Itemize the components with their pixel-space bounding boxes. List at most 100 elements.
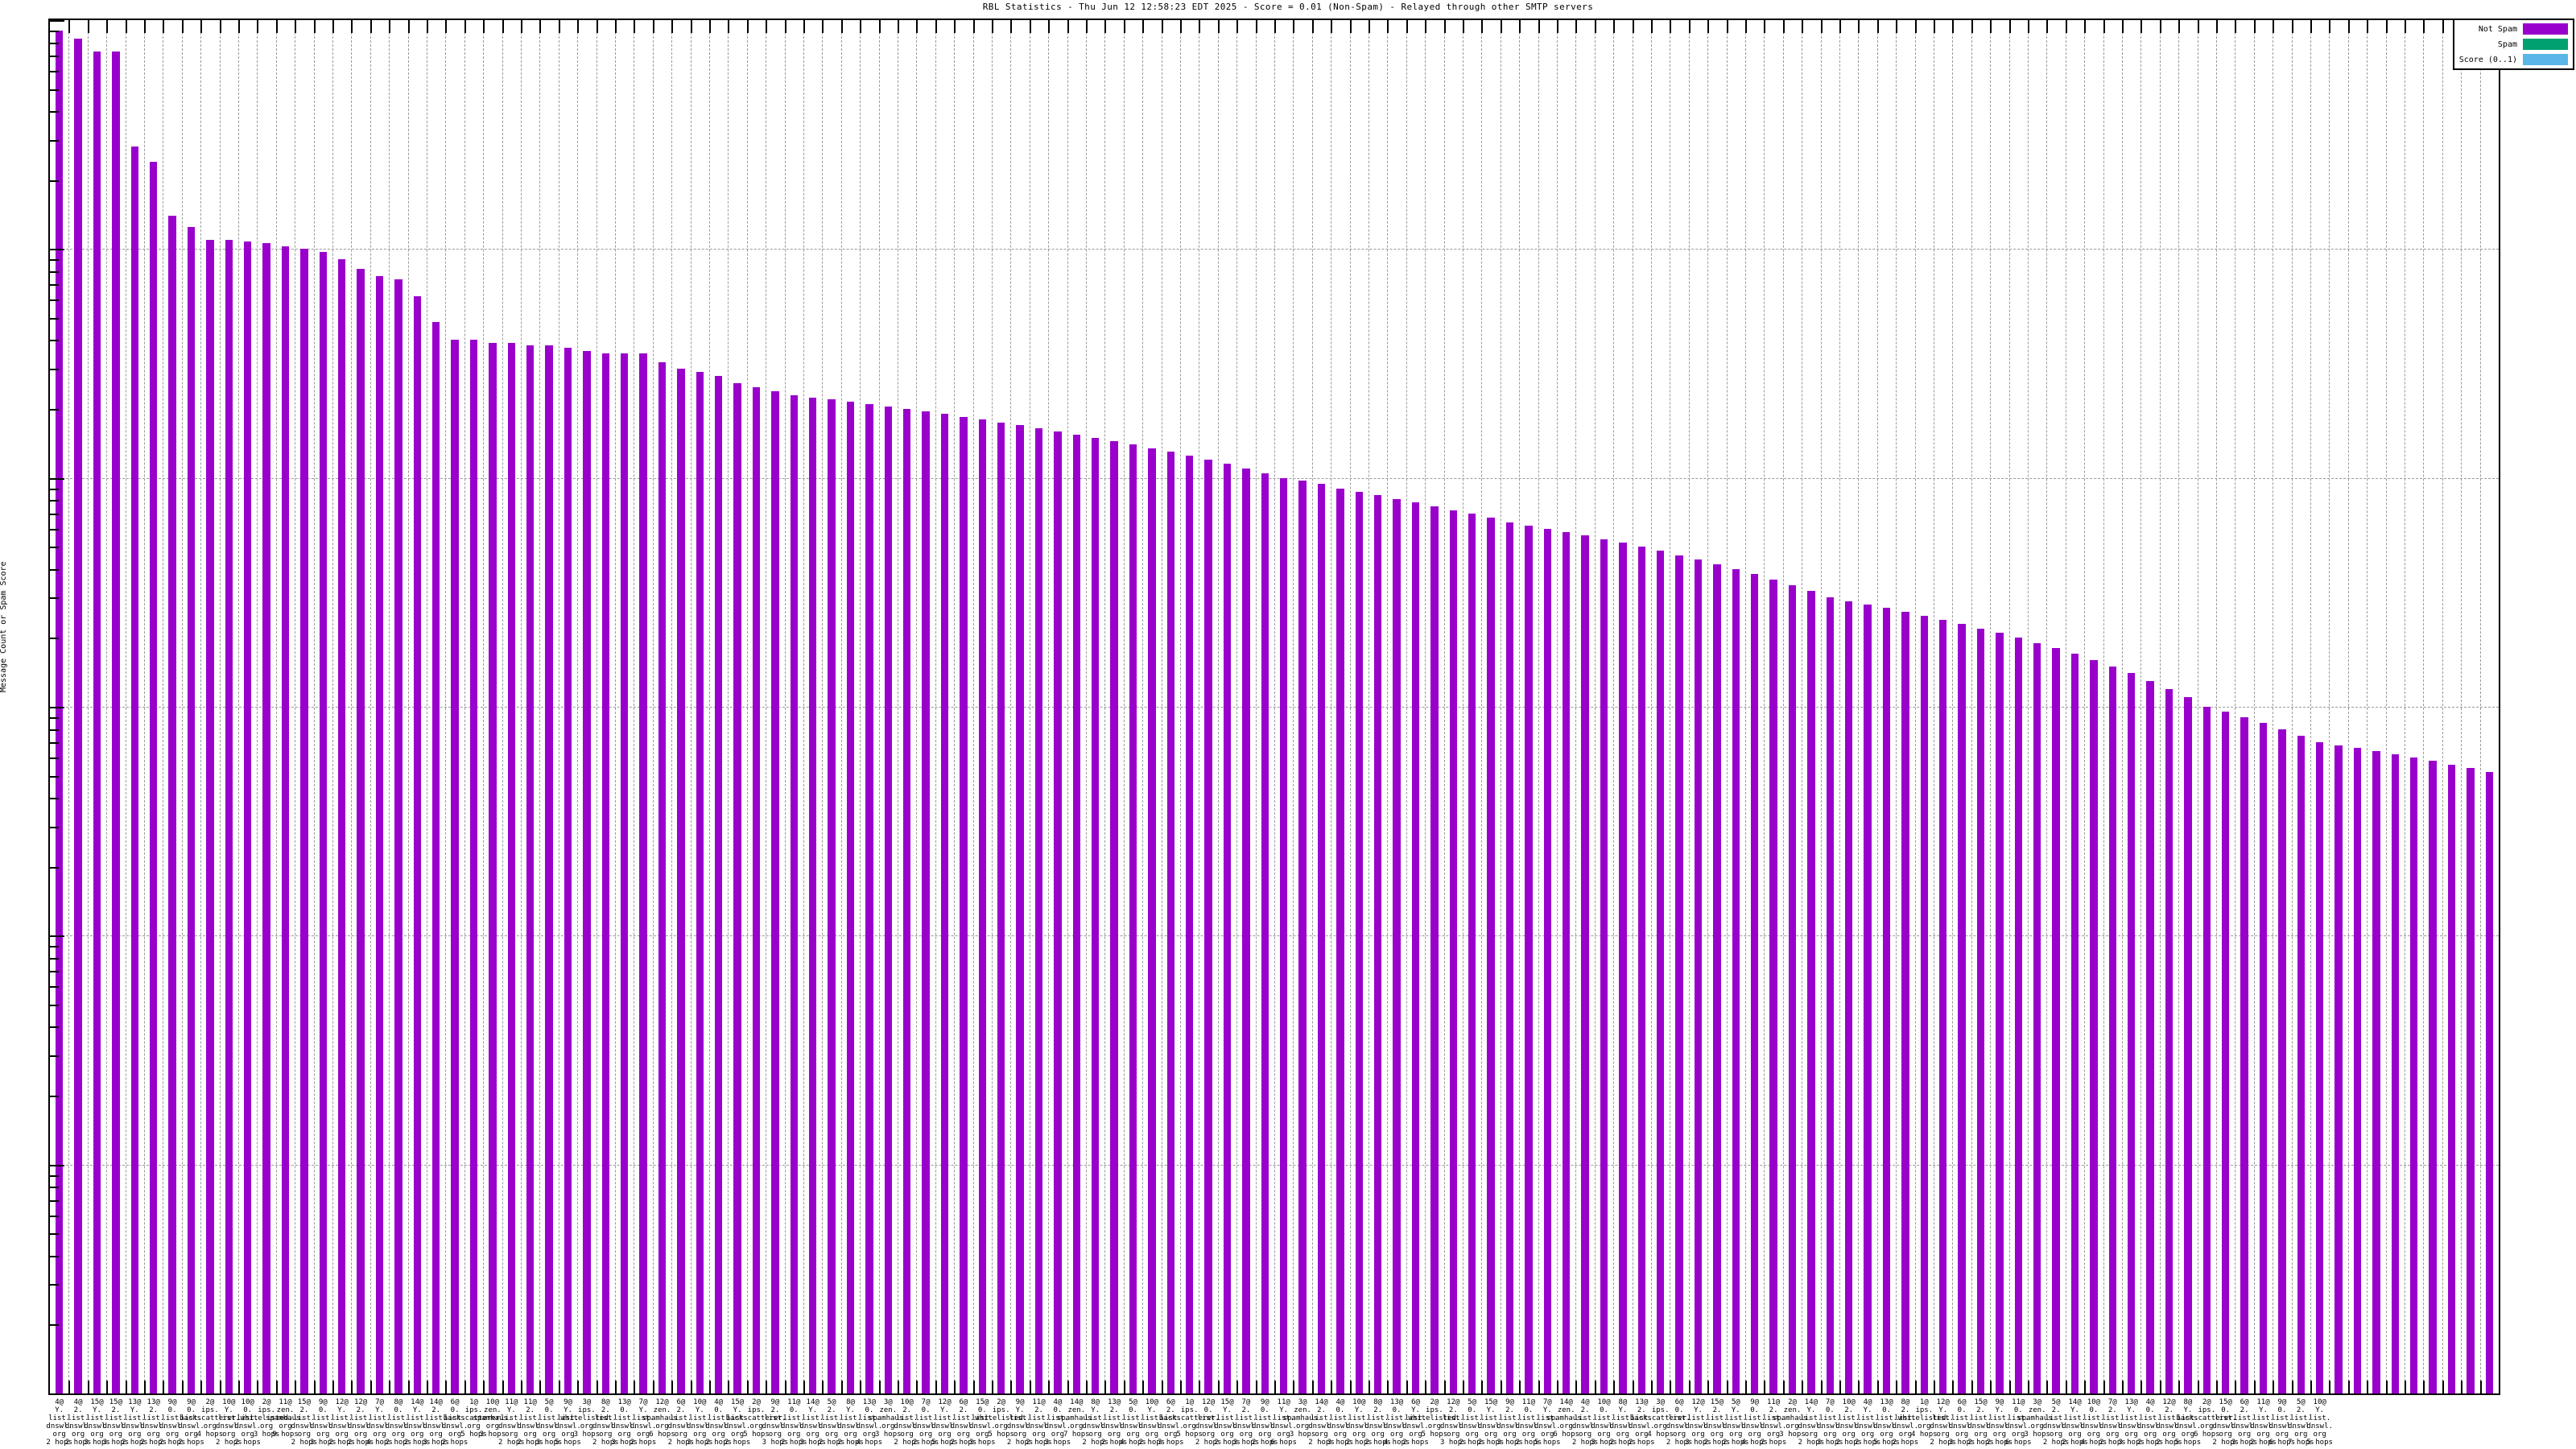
x-label-line: list.	[670, 1414, 692, 1422]
x-tick-top	[1839, 20, 1841, 33]
x-label-line: org	[2012, 1430, 2025, 1439]
vertical-gridline	[1481, 20, 1483, 1393]
x-label-line: dnswl.	[2062, 1422, 2088, 1430]
x-tick-bottom	[1990, 1381, 1992, 1393]
x-tick-bottom	[389, 1381, 391, 1393]
x-label-line: org	[862, 1430, 877, 1439]
x-label-line: 3 hops	[253, 1430, 280, 1439]
bar	[74, 39, 82, 1393]
x-axis-tick-label: 9@ 2. list. dnswl. org 3 hops	[1496, 1398, 1523, 1447]
x-tick-top	[1896, 20, 1898, 33]
x-label-line: list.	[1630, 1414, 1653, 1422]
x-axis-tick-label: 2@ ips. backscatterer. org 4 hops	[180, 1398, 241, 1439]
vertical-gridline	[144, 20, 145, 1393]
x-label-line: 6@	[1411, 1398, 1420, 1406]
bar	[1563, 531, 1571, 1393]
x-label-line: list.	[1404, 1414, 1427, 1422]
x-label-line: org	[1597, 1430, 1611, 1439]
x-label-line: list.	[1442, 1414, 1464, 1422]
x-label-line: org	[1070, 1422, 1084, 1430]
x-tick-bottom	[219, 1381, 221, 1393]
x-tick-bottom	[125, 1381, 127, 1393]
x-label-line: 0.	[2089, 1406, 2099, 1414]
x-axis-tick-label: 8@ 2. list. dnswl. org 2 hops	[1893, 1398, 1919, 1447]
bar	[112, 51, 120, 1393]
x-tick-bottom	[1010, 1381, 1013, 1393]
x-label-line: dnswl.	[1308, 1422, 1335, 1430]
x-label-line: 0.	[187, 1406, 196, 1414]
chart-legend: Not Spam Spam Score (0..1)	[2452, 19, 2574, 70]
x-tick-top	[1519, 20, 1521, 33]
x-label-line: 5 hops	[988, 1430, 1014, 1439]
x-label-line: dnswl.	[1082, 1422, 1108, 1430]
x-label-line: org	[1352, 1430, 1366, 1439]
x-tick-bottom	[935, 1381, 937, 1393]
x-label-line: org	[2275, 1430, 2289, 1439]
vertical-gridline	[1688, 20, 1690, 1393]
x-tick-bottom	[1782, 1381, 1785, 1393]
bar	[715, 375, 723, 1393]
x-tick-top	[2122, 20, 2124, 33]
x-label-line: org	[1616, 1430, 1630, 1439]
x-tick-bottom	[407, 1381, 410, 1393]
x-label-line: org	[2219, 1430, 2232, 1439]
x-label-line: 9@	[770, 1398, 780, 1406]
x-label-line: list.	[1856, 1414, 1879, 1422]
x-axis-tick-label: 8@ Y. list. dnswl. org 2 hops	[1082, 1398, 1108, 1447]
x-label-line: ips.	[464, 1406, 483, 1414]
x-axis-tick-label: 6@ 0. list. dnswl. org 2 hops	[1666, 1398, 1693, 1447]
x-tick-bottom	[1481, 1381, 1484, 1393]
x-label-line: dnswl.	[1948, 1422, 1975, 1430]
x-label-line: 6@	[1166, 1398, 1175, 1406]
x-tick-bottom	[2423, 1381, 2425, 1393]
x-label-line: 5 hops	[555, 1439, 581, 1447]
x-label-line: 2.	[73, 1406, 83, 1414]
x-tick-top	[483, 20, 485, 33]
vertical-gridline	[407, 20, 409, 1393]
x-label-line: 10@	[1145, 1398, 1159, 1406]
bar	[225, 239, 233, 1393]
x-label-line: 3@	[582, 1398, 592, 1406]
vertical-gridline	[332, 20, 333, 1393]
x-label-line: Y.	[1015, 1406, 1025, 1414]
x-label-line: dnswl.	[1100, 1422, 1128, 1430]
x-label-line: ips.	[1426, 1406, 1443, 1414]
vertical-gridline	[652, 20, 654, 1393]
bar	[56, 31, 64, 1393]
x-label-line: org	[1258, 1430, 1272, 1439]
x-tick-bottom	[2235, 1381, 2237, 1393]
x-axis-tick-label: 14@ zen. spamhaus. org 7 hops	[1057, 1398, 1096, 1439]
x-label-line: 5 hops	[1873, 1439, 1900, 1447]
x-label-line: org	[674, 1430, 688, 1439]
bar	[2184, 697, 2192, 1393]
x-axis-tick-label: 10@ Y. list. dnswl. org 2 hops	[1346, 1398, 1373, 1447]
x-tick-top	[746, 20, 749, 33]
x-tick-top	[2103, 20, 2105, 33]
vertical-gridline	[483, 20, 485, 1393]
bar	[2052, 648, 2060, 1393]
x-tick-top	[2235, 20, 2237, 33]
x-tick-bottom	[916, 1381, 919, 1393]
x-label-line: org	[2030, 1422, 2044, 1430]
vertical-gridline	[935, 20, 936, 1393]
x-label-line: dnswl.	[1138, 1422, 1166, 1430]
x-label-line: 13@	[128, 1398, 142, 1406]
x-label-line: 0.	[1957, 1406, 1967, 1414]
x-label-line: backscatterer.	[2176, 1414, 2238, 1422]
x-label-line: dnswl.	[592, 1422, 619, 1430]
x-tick-top	[1613, 20, 1616, 33]
bar	[922, 411, 930, 1393]
x-label-line: 7@	[1241, 1398, 1251, 1406]
vertical-gridline	[2253, 20, 2255, 1393]
x-label-line: 0.	[2277, 1406, 2287, 1414]
x-label-line: org	[844, 1430, 857, 1439]
x-label-line: dnswl.	[724, 1422, 751, 1430]
x-axis-tick-label: 10@ 2. list. dnswl. org 2 hops	[894, 1398, 920, 1447]
x-label-line: 4@	[73, 1398, 83, 1406]
x-axis-tick-label: 7@ 2. list. dnswl. org 2 hops	[2099, 1398, 2126, 1447]
x-label-line: dnswl.	[1214, 1422, 1241, 1430]
x-label-line: 5 hops	[1534, 1439, 1561, 1447]
x-tick-top	[1876, 20, 1879, 33]
x-label-line: dnswl.	[1026, 1422, 1052, 1430]
bar	[1355, 491, 1363, 1393]
